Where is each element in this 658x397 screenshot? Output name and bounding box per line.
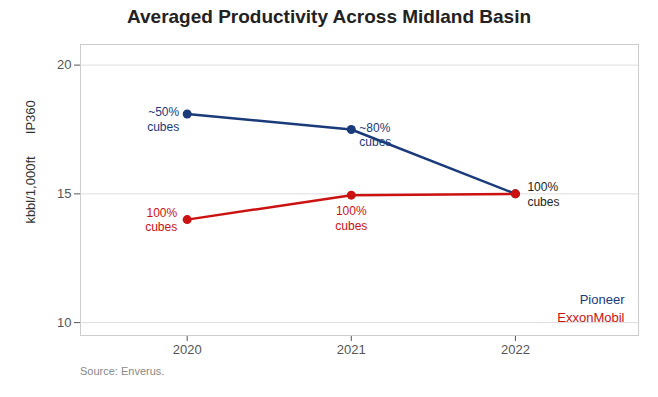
svg-text:2022: 2022 [501,342,530,357]
svg-text:~80%cubes: ~80%cubes [359,121,391,149]
svg-text:2020: 2020 [173,342,202,357]
svg-text:~50%cubes: ~50%cubes [147,105,179,133]
html-text:Averaged Productivity Across M: Averaged Productivity Across Midland Bas… [127,6,531,27]
svg-text:kbbl/1,000ft: kbbl/1,000ft [23,156,38,224]
svg-text:10: 10 [57,315,71,330]
svg-text:ExxonMobil: ExxonMobil [557,310,624,325]
svg-text:100%cubes: 100%cubes [145,206,177,234]
svg-text:100%cubes: 100%cubes [527,180,559,208]
svg-text:20: 20 [57,57,71,72]
svg-text:15: 15 [57,186,71,201]
svg-text:IP360: IP360 [23,100,38,134]
svg-text:Pioneer: Pioneer [580,292,625,307]
html-text:Source: Enverus.: Source: Enverus. [80,365,165,377]
svg-text:2021: 2021 [337,342,366,357]
svg-text:100%cubes: 100%cubes [335,204,367,232]
